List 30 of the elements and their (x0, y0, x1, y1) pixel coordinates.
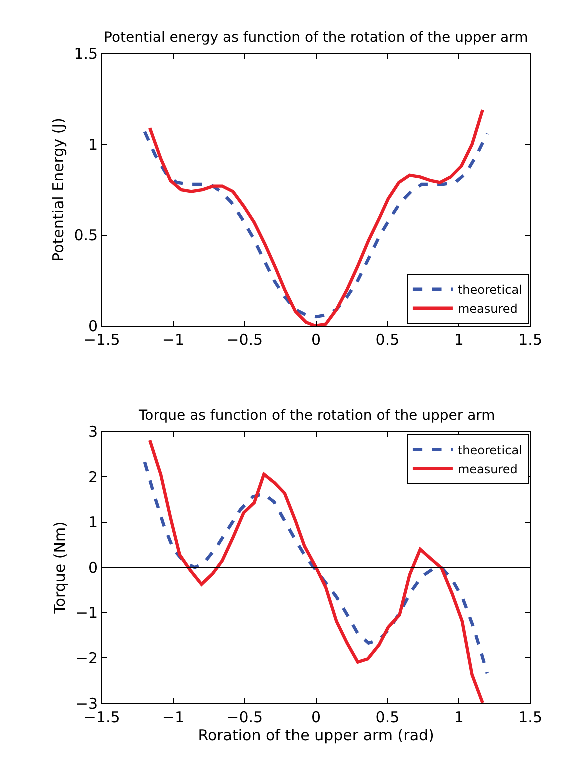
x-axis-title: Roration of the upper arm (rad) (198, 726, 434, 744)
y-tick-label: −2 (76, 649, 98, 668)
chart-title: Torque as function of the rotation of the upper arm (138, 408, 496, 424)
x-tick-label: 1 (454, 708, 464, 726)
x-tick-label: 1.5 (518, 708, 542, 726)
y-tick-label: 1 (88, 136, 98, 154)
x-tick-label: −0.5 (226, 708, 264, 726)
y-axis-title: Potential Energy (J) (49, 118, 68, 262)
chart-title: Potential energy as function of the rotation of the upper arm (104, 30, 528, 46)
x-tick-label: −1 (162, 331, 185, 350)
y-tick-label: 1 (88, 514, 98, 532)
y-tick-label: −1 (76, 604, 98, 622)
legend-label: measured (458, 302, 518, 316)
y-tick-label: 0.5 (74, 226, 98, 245)
y-tick-label: 0 (88, 558, 98, 577)
x-tick-label: 1.5 (518, 331, 542, 350)
x-tick-label: 1 (454, 331, 464, 350)
x-tick-label: −0.5 (226, 331, 264, 350)
x-tick-label: 0.5 (376, 708, 400, 726)
y-tick-label: 3 (88, 423, 98, 442)
x-tick-label: 0.5 (376, 331, 400, 350)
legend-label: theoretical (458, 283, 522, 298)
x-tick-label: 0 (312, 708, 322, 726)
x-tick-label: −1 (162, 708, 185, 726)
legend-label: measured (458, 462, 518, 476)
y-axis-title: Torque (Nm) (51, 522, 70, 615)
y-tick-label: 2 (88, 468, 98, 486)
legend-label: theoretical (458, 443, 522, 458)
y-tick-label: 1.5 (74, 45, 98, 64)
x-tick-label: 0 (312, 331, 322, 350)
